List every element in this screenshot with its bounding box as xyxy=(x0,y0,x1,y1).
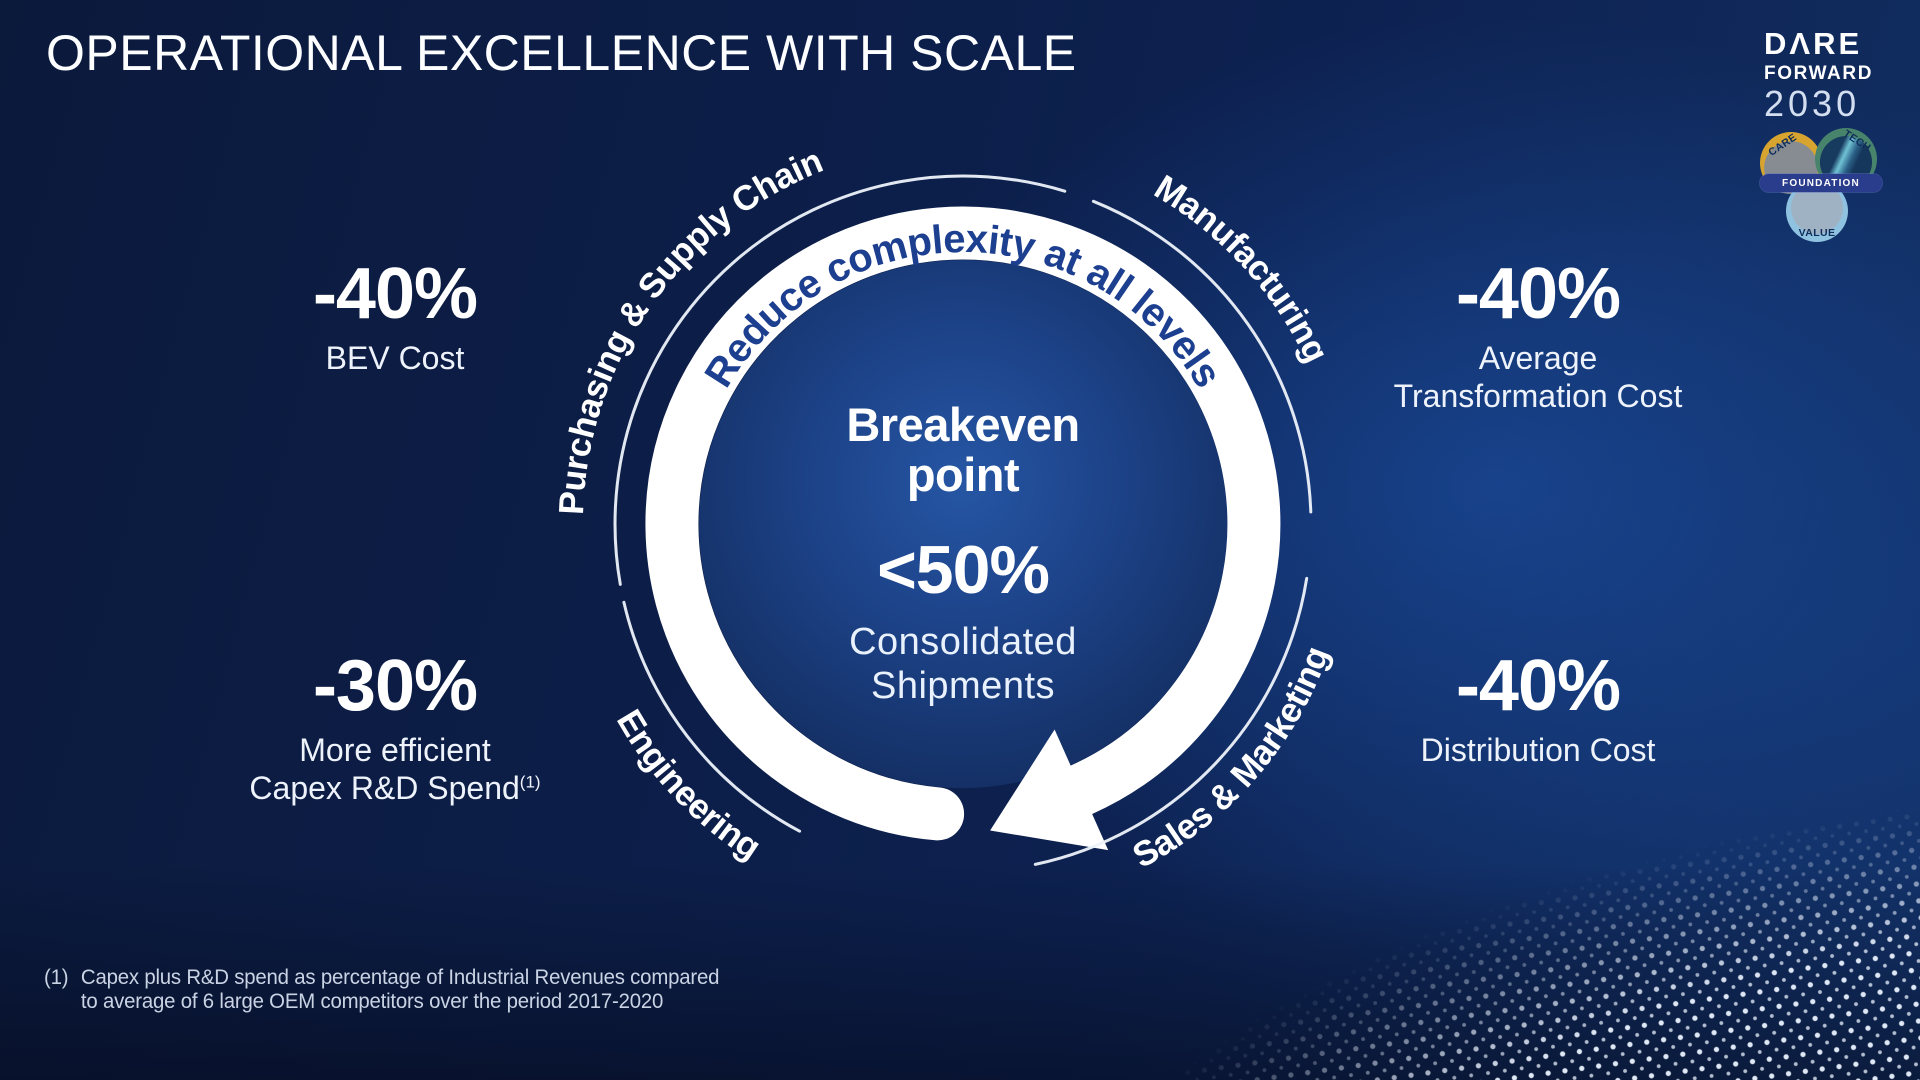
page-title: OPERATIONAL EXCELLENCE WITH SCALE xyxy=(46,25,1077,81)
divider-arc-engineering xyxy=(622,600,802,833)
dare-forward-logo: DΛRE FORWARD 2030 xyxy=(1764,28,1896,122)
foundation-badge: FOUNDATION xyxy=(1760,174,1882,192)
breakeven-caption: Consolidated Shipments xyxy=(849,620,1077,708)
logo-2030-text: 2030 xyxy=(1764,83,1861,124)
value-badge-label: VALUE xyxy=(1798,227,1836,239)
stat-capex-rd-spend: -30% More efficient Capex R&D Spend(1) xyxy=(249,646,541,806)
footnote-marker-ref: (1) xyxy=(519,772,541,792)
stat-transformation-cost: -40% Average Transformation Cost xyxy=(1393,254,1683,414)
divider-arc-sales xyxy=(1033,576,1309,866)
logo-forward-text: FORWARD xyxy=(1764,63,1874,84)
cycle-arrowhead-icon xyxy=(990,729,1109,851)
stat-distribution-cost: -40% Distribution Cost xyxy=(1420,646,1656,768)
breakeven-inner-circle xyxy=(699,260,1227,788)
footnote-text: Capex plus R&D spend as percentage of In… xyxy=(80,966,720,1013)
breakeven-center-text: Breakeven point <50% Consolidated Shipme… xyxy=(713,400,1213,709)
footnote: (1) Capex plus R&D spend as percentage o… xyxy=(44,966,719,1014)
strategy-badges: CARE TECH VALUE FOUNDATION xyxy=(1758,128,1886,252)
stat-bev-cost: -40% BEV Cost xyxy=(312,254,478,376)
footnote-marker: (1) xyxy=(44,966,69,989)
divider-arc-purchasing xyxy=(613,174,1067,586)
divider-arc-manufacturing xyxy=(1091,199,1313,514)
logo-dare-text: DΛRE xyxy=(1764,26,1863,61)
breakeven-heading: Breakeven point xyxy=(846,398,1080,501)
cycle-ring xyxy=(645,206,1281,841)
breakeven-value: <50% xyxy=(877,531,1050,608)
